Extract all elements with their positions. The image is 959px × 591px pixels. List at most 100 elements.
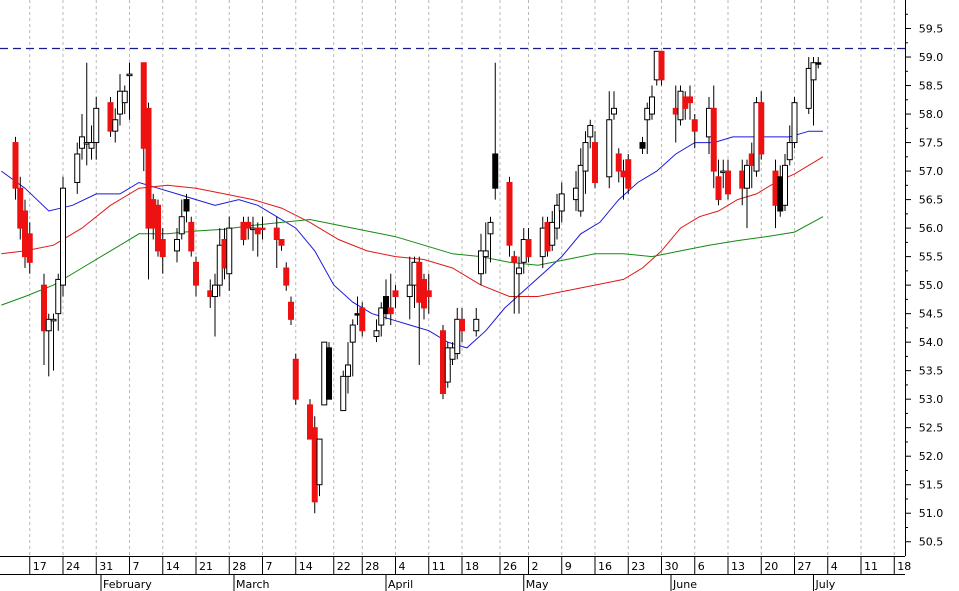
candle <box>140 62 147 172</box>
x-tick-label: 31 <box>99 560 113 573</box>
candle <box>188 216 195 257</box>
candle-body <box>178 216 185 235</box>
candle <box>454 307 461 360</box>
candle <box>611 91 617 120</box>
candle <box>112 108 119 143</box>
candle <box>155 199 161 257</box>
candle <box>815 57 822 69</box>
x-tick-label: 11 <box>432 560 446 573</box>
candle-body <box>554 204 560 229</box>
x-tick-label: 13 <box>731 560 745 573</box>
candle-body <box>60 187 66 286</box>
candle <box>93 96 100 160</box>
candle <box>60 176 66 297</box>
candle <box>625 153 632 194</box>
y-tick-label: 53.5 <box>919 365 944 378</box>
candle <box>245 216 252 240</box>
y-tick-label: 57.0 <box>919 165 944 178</box>
candle-body <box>283 267 290 286</box>
candle-body <box>511 256 518 263</box>
candle <box>45 313 52 377</box>
candle-body <box>805 67 812 109</box>
candle-body <box>93 107 100 144</box>
candle-body <box>273 227 280 241</box>
candle <box>83 62 90 166</box>
candle-body <box>155 204 161 252</box>
x-tick-label: 18 <box>897 560 911 573</box>
candle <box>41 273 47 365</box>
candle <box>288 296 294 326</box>
x-tick-label: 17 <box>33 560 47 573</box>
candle <box>387 273 394 326</box>
gridlines <box>29 0 895 556</box>
x-tick-label: 7 <box>133 560 140 573</box>
candle-body <box>444 347 451 383</box>
x-tick-label: 4 <box>831 560 838 573</box>
x-tick-label: 28 <box>232 560 246 573</box>
candle <box>359 302 366 337</box>
candle-body <box>245 221 252 229</box>
candle <box>406 256 413 320</box>
candle-body <box>786 142 793 161</box>
candle <box>26 222 33 274</box>
candle-body <box>725 170 731 195</box>
candle <box>649 85 655 120</box>
candle <box>278 239 285 251</box>
candle <box>292 353 299 405</box>
month-label: March <box>236 578 270 591</box>
candle <box>88 125 95 160</box>
candle-body <box>121 90 128 104</box>
ma-short-line <box>1 130 823 349</box>
candle-body <box>259 227 266 231</box>
candle <box>174 228 180 263</box>
candle <box>658 50 665 86</box>
candle-body <box>558 193 565 212</box>
candle-body <box>193 261 199 286</box>
y-tick-label: 52.0 <box>919 450 944 463</box>
candle <box>212 273 218 337</box>
y-tick-label: 56.5 <box>919 194 944 207</box>
x-tick-label: 11 <box>864 560 878 573</box>
candle-body <box>17 187 24 229</box>
candle <box>758 91 765 160</box>
candle-body <box>226 227 233 275</box>
y-tick-label: 50.5 <box>919 536 944 549</box>
candle <box>444 342 451 388</box>
candle-body <box>758 102 765 155</box>
candle <box>283 262 290 291</box>
candle-body <box>687 96 693 104</box>
candle <box>592 131 598 189</box>
candle <box>606 91 613 189</box>
y-tick-label: 56.0 <box>919 222 944 235</box>
candle <box>582 131 589 194</box>
candle-body <box>74 153 81 183</box>
candle-body <box>212 284 218 298</box>
candle <box>554 193 560 240</box>
candle-body <box>378 307 385 326</box>
candle-body <box>326 347 332 400</box>
candle-body <box>345 364 351 377</box>
candle <box>791 96 798 149</box>
candle-body <box>373 330 380 337</box>
y-tick-label: 54.5 <box>919 308 944 321</box>
candle <box>74 142 81 194</box>
candle-body <box>387 307 394 315</box>
candle <box>615 148 622 183</box>
x-axis-background <box>0 556 905 591</box>
candles <box>12 50 822 514</box>
candle <box>805 57 812 115</box>
x-tick-label: 28 <box>365 560 379 573</box>
candle-body <box>392 290 399 298</box>
candle <box>349 319 356 377</box>
y-axis-background <box>905 0 959 591</box>
candle-body <box>592 142 598 183</box>
candle <box>511 250 518 314</box>
candle <box>121 85 128 115</box>
x-tick-label: 6 <box>698 560 705 573</box>
candle <box>383 279 389 320</box>
candle-body <box>782 164 788 206</box>
candle <box>50 313 57 371</box>
candle-body <box>710 107 717 172</box>
